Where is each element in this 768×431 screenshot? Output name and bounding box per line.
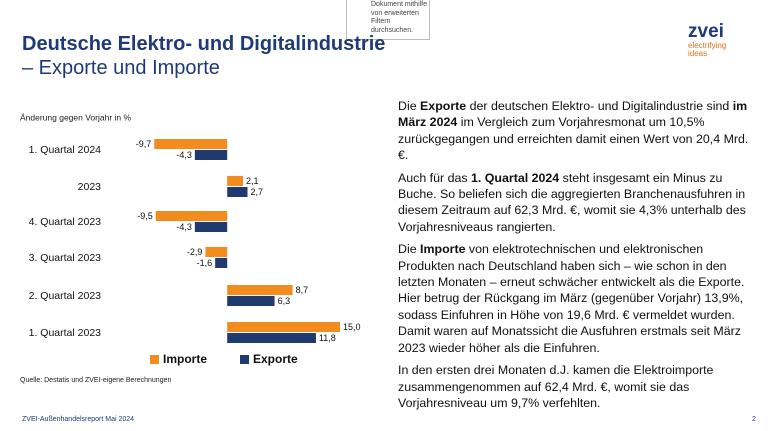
footer: ZVEI-Außenhandelsreport Mai 2024 [22,416,135,423]
bar [227,285,293,295]
text-run: Die [398,242,421,257]
text-run: In den ersten drei Monaten d.J. kamen di… [398,363,714,410]
category-label: 1. Quartal 2023 [29,327,102,339]
value-label: -4,3 [176,222,192,232]
category-label: 2. Quartal 2023 [29,290,102,302]
legend-label: Exporte [253,352,298,366]
value-label: -9,5 [137,211,153,221]
bar [194,222,228,232]
bold-text: 1. Quartal 2024 [471,170,560,185]
tooltip-line: durchsuchen. [371,26,414,34]
bar [227,176,243,186]
text-run: von elektrotechnischen und elektronische… [398,242,745,355]
tooltip-line: Filtern [371,18,391,25]
value-label: 6,3 [278,296,291,306]
value-label: -9,7 [136,139,152,149]
tooltip: Dokument mithilfe von erweiterten Filtern d… [346,0,430,40]
bar [205,247,228,257]
legend-swatch [150,355,159,364]
text-run: der deutschen Elektro- und Digitalindust… [466,99,733,113]
bar [154,139,228,149]
text-run: Die [398,99,421,113]
bar [227,296,275,306]
logo: zvei electrifying ideas [688,22,726,58]
paragraph: Auch für das 1. Quartal 2024 steht insge… [398,170,762,236]
logo-slogan: ideas [688,49,708,58]
value-label: 2,7 [251,187,264,197]
value-label: 2,1 [246,176,259,186]
paragraph: Die Exporte der deutschen Elektro- und D… [398,98,762,164]
value-label: -1,6 [197,258,213,268]
bar [155,211,228,221]
body-text: Die Exporte der deutschen Elektro- und D… [398,98,762,417]
title: Deutsche Elektro- und Digitalindustrie [22,33,386,55]
category-label: 2023 [78,181,102,193]
value-label: -4,3 [176,150,192,160]
subtitle: – Exporte und Importe [22,57,220,79]
bar [194,150,228,160]
value-label: 15,0 [343,322,361,332]
bold-text: Exporte [420,99,467,113]
bar [215,258,228,268]
value-label: 11,8 [319,333,336,343]
paragraph: Die Importe von elektrotechnischen und e… [398,241,762,356]
tooltip-line: von erweiterten [371,9,419,17]
value-label: 8,7 [296,285,309,295]
category-label: 1. Quartal 2024 [29,144,102,156]
bar [227,333,316,343]
legend-label: Importe [163,352,207,366]
bar [227,322,340,332]
category-label: 4. Quartal 2023 [29,216,102,228]
category-label: 3. Quartal 2023 [29,252,102,264]
tooltip-line: Dokument mithilfe [371,1,428,8]
paragraph: In den ersten drei Monaten d.J. kamen di… [398,362,762,411]
bar [227,187,248,197]
text-run: im Vergleich zum Vorjahresmonat um 10,5%… [398,115,749,163]
logo-slogan: electrifying [688,41,727,50]
page-number: 2 [752,416,756,423]
bold-text: im März 2024 [398,99,748,130]
bold-text: Importe [420,242,466,257]
text-run: steht insgesamt ein Minus zu Buche. So b… [398,170,746,234]
axis-label: Änderung gegen Vorjahr in % [20,112,131,122]
legend-swatch [240,355,249,364]
value-label: -2,9 [187,247,203,257]
text-run: Auch für das [398,170,472,185]
logo-name: zvei [688,21,724,42]
source: Quelle: Destatis und ZVEI-eigene Berechn… [20,377,171,384]
